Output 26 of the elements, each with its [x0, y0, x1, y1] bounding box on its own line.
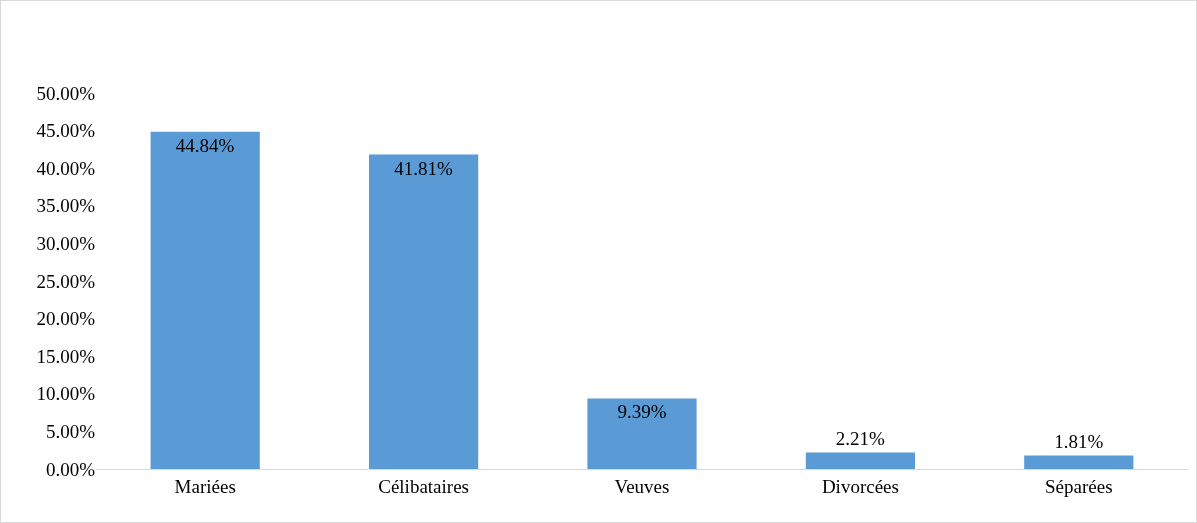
x-tick-label: Mariées	[174, 475, 236, 497]
bar	[805, 452, 915, 469]
y-tick-label: 0.00%	[45, 458, 96, 480]
data-label: 41.81%	[394, 157, 453, 179]
y-tick-label: 25.00%	[36, 270, 96, 292]
data-label: 2.21%	[835, 428, 886, 450]
y-tick-label: 10.00%	[36, 383, 96, 405]
y-tick-label: 40.00%	[36, 157, 96, 179]
y-tick-label: 5.00%	[45, 421, 96, 443]
y-tick-label: 30.00%	[36, 233, 96, 255]
data-label: 44.84%	[175, 134, 235, 156]
x-tick-label: Divorcées	[821, 475, 899, 497]
y-tick-label: 35.00%	[36, 195, 96, 217]
bar	[587, 398, 697, 469]
data-label: 1.81%	[1054, 431, 1104, 453]
y-tick-label: 50.00%	[36, 82, 96, 104]
x-tick-label: Célibataires	[378, 475, 469, 497]
x-tick-label: Veuves	[614, 475, 670, 497]
x-tick-label: Séparées	[1045, 475, 1113, 497]
bar	[150, 131, 260, 469]
y-tick-label: 20.00%	[36, 308, 96, 330]
bar	[1024, 455, 1134, 469]
y-tick-label: 45.00%	[36, 120, 96, 142]
y-tick-label: 15.00%	[36, 345, 96, 367]
bar	[369, 154, 479, 469]
data-label: 9.39%	[617, 401, 667, 423]
